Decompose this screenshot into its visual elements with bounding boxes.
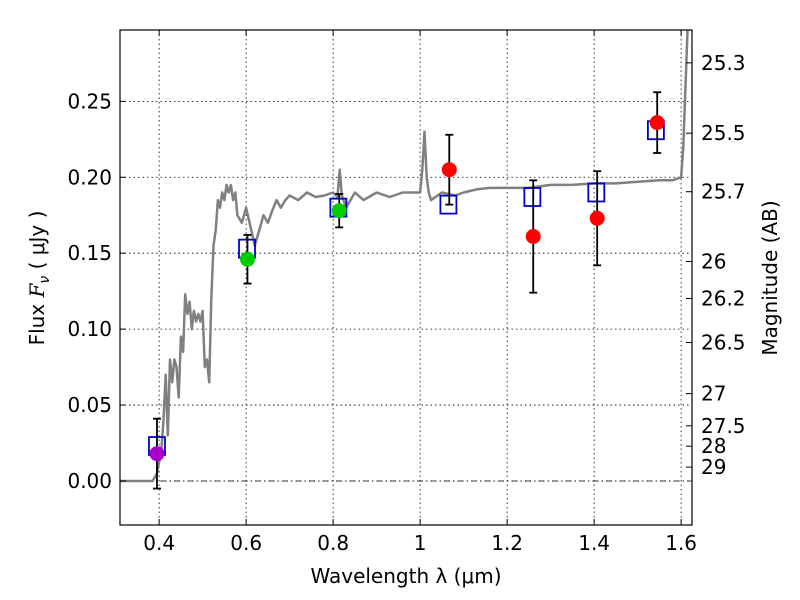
x-tick-label: 0.8 — [317, 531, 349, 555]
y-axis-label-subscript: ν — [37, 276, 53, 284]
y-tick-label: 0.00 — [67, 469, 112, 493]
x-tick-label: 1.2 — [491, 531, 523, 555]
mag-tick-label: 25.7 — [701, 180, 746, 204]
y-tick-label: 0.15 — [67, 241, 112, 265]
observed-point — [239, 251, 255, 267]
y-axis-label-prefix: Flux — [25, 297, 49, 345]
x-tick-label: 1.6 — [665, 531, 697, 555]
error-bars — [152, 91, 662, 490]
mag-tick-label: 26 — [701, 250, 726, 274]
observed-point — [525, 229, 541, 245]
x-tick-label: 0.6 — [230, 531, 262, 555]
x-axis-label: Wavelength λ (μm) — [310, 564, 501, 588]
observed-photometry — [149, 115, 665, 462]
y-axis-label-suffix: ( μJy ) — [25, 211, 49, 276]
x-tick-label: 0.4 — [143, 531, 175, 555]
mag-tick-label: 27 — [701, 382, 726, 406]
axis-ticks — [120, 30, 692, 525]
y-axis-label: Flux Fν ( μJy ) — [25, 211, 53, 346]
model-spectrum — [120, 30, 689, 483]
mag-tick-label: 25.5 — [701, 121, 746, 145]
mag-tick-label: 25.3 — [701, 51, 746, 75]
y-tick-label: 0.20 — [67, 165, 112, 189]
mag-tick-label: 26.5 — [701, 331, 746, 355]
y-axis-label-symbol: F — [25, 282, 49, 298]
observed-point — [331, 203, 347, 219]
y-tick-label: 0.05 — [67, 393, 112, 417]
x-tick-label: 1 — [414, 531, 427, 555]
plot-frame — [119, 29, 693, 526]
y-tick-label: 0.25 — [67, 89, 112, 113]
observed-point — [589, 210, 605, 226]
grid — [120, 30, 692, 525]
observed-point — [441, 162, 457, 178]
mag-tick-label: 28 — [701, 434, 726, 458]
x-tick-label: 1.4 — [578, 531, 610, 555]
y-tick-label: 0.10 — [67, 317, 112, 341]
tick-labels: 0.4 0.6 0.8 1 1.2 1.4 1.6 0.00 0.05 0.10 0.15 0.20 0… — [67, 51, 745, 555]
model-photometry — [148, 120, 665, 456]
mag-tick-label: 27.5 — [701, 414, 746, 438]
mag-tick-label: 29 — [701, 455, 726, 479]
observed-point — [649, 115, 665, 131]
model-spectrum-line — [120, 30, 689, 483]
mag-tick-label: 26.2 — [701, 286, 746, 310]
observed-point — [149, 446, 165, 462]
y2-axis-label: Magnitude (AB) — [758, 200, 782, 355]
